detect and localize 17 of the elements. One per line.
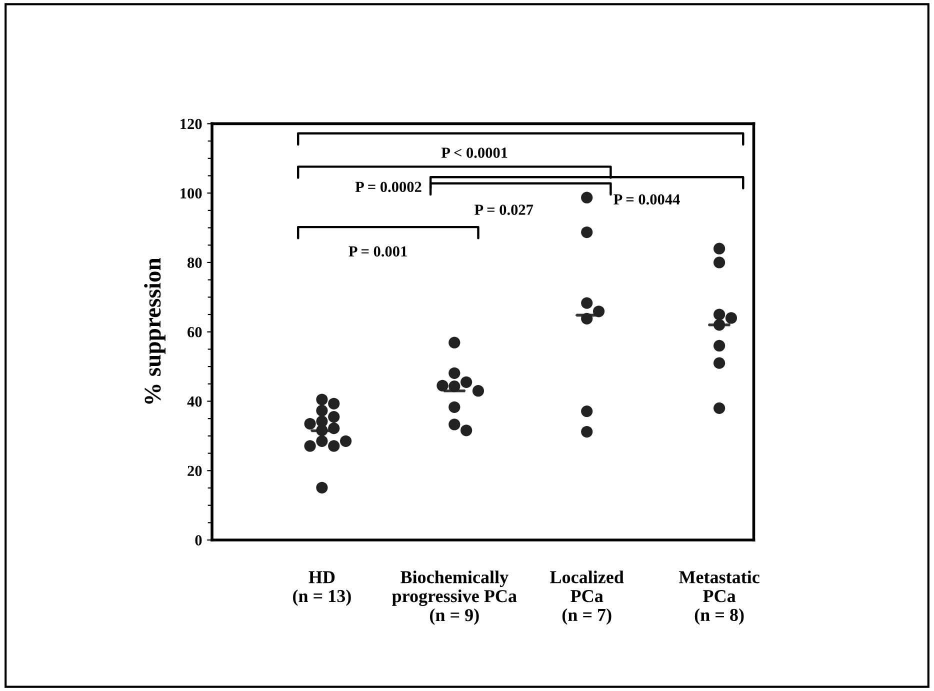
y-tick-label: 80: [188, 258, 202, 268]
y-tick-label: 120: [180, 118, 202, 130]
y-axis-title: % suppression: [144, 258, 166, 404]
annotation: P = 0.0044: [614, 194, 680, 205]
x-tick-label: Metastatic PCa (n = 8): [679, 570, 760, 625]
y-tick-label: 60: [188, 326, 202, 338]
x-tick-label: Biochemically progressive PCa (n = 9): [392, 570, 517, 625]
annotation: P = 0.0002: [355, 182, 422, 192]
annotation: P = 0.027: [474, 204, 534, 216]
y-tick-label: 0: [195, 535, 202, 546]
x-tick-label: Localized PCa (n = 7): [550, 570, 624, 625]
y-tick-label: 20: [188, 466, 202, 476]
annotation: P = 0.001: [348, 246, 407, 257]
x-tick-label: HD (n = 13): [293, 571, 351, 606]
y-tick-label: 40: [187, 396, 202, 407]
y-tick-label: 100: [180, 188, 202, 199]
annotation: P < 0.0001: [441, 148, 508, 158]
